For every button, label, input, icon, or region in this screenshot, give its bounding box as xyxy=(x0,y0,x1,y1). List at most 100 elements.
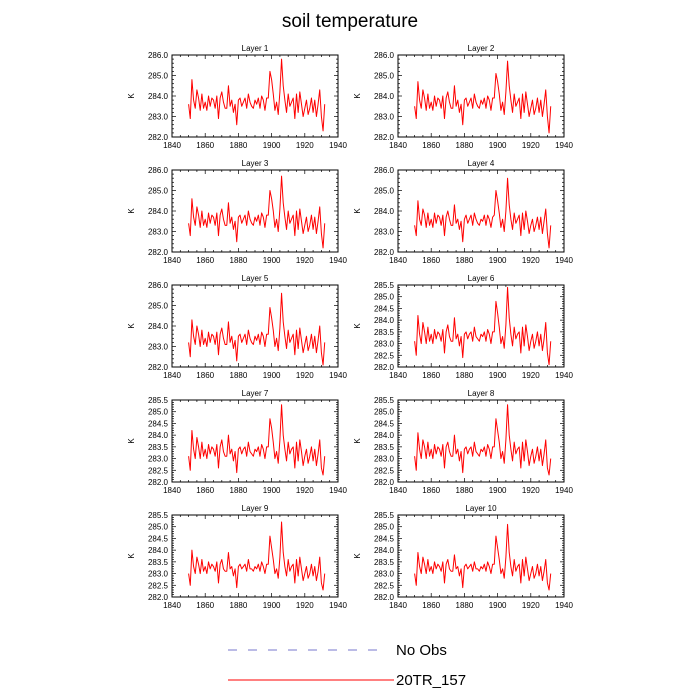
x-tick-label: 1840 xyxy=(389,256,407,265)
x-tick-label: 1940 xyxy=(329,486,347,495)
series-line-20tr-157 xyxy=(414,286,552,366)
chart-panel-9: Layer 9 K 1840 1860 1880 1900 1920 1940 282.0 282… xyxy=(127,504,347,610)
series-line-20tr-157 xyxy=(414,60,552,134)
y-axis-label: K xyxy=(353,208,362,214)
x-tick-label: 1860 xyxy=(196,601,214,610)
x-tick-label: 1900 xyxy=(489,141,507,150)
y-tick-label: 284.0 xyxy=(148,207,169,216)
y-tick-label: 283.0 xyxy=(374,570,395,579)
y-tick-label: 284.0 xyxy=(374,431,395,440)
x-tick-label: 1940 xyxy=(329,371,347,380)
y-tick-label: 283.0 xyxy=(374,113,395,122)
x-tick-label: 1880 xyxy=(230,601,248,610)
x-tick-label: 1840 xyxy=(389,141,407,150)
plot-frame xyxy=(171,54,339,138)
y-tick-label: 283.0 xyxy=(148,343,169,352)
y-tick-label: 285.0 xyxy=(148,408,169,417)
x-tick-label: 1920 xyxy=(296,486,314,495)
x-tick-label: 1860 xyxy=(422,256,440,265)
y-tick-label: 282.5 xyxy=(374,351,395,360)
y-tick-label: 284.5 xyxy=(374,534,395,543)
x-tick-label: 1940 xyxy=(555,371,573,380)
panel-title: Layer 5 xyxy=(242,274,269,283)
x-tick-label: 1880 xyxy=(230,486,248,495)
x-tick-label: 1920 xyxy=(522,256,540,265)
x-tick-label: 1920 xyxy=(522,371,540,380)
chart-panel-4: Layer 4 K 1840 1860 1880 1900 1920 1940 282.0 283… xyxy=(353,159,573,265)
y-tick-label: 283.0 xyxy=(148,228,169,237)
y-tick-label: 282.0 xyxy=(374,133,395,142)
y-tick-label: 282.0 xyxy=(148,593,169,602)
x-tick-label: 1860 xyxy=(196,486,214,495)
x-tick-label: 1860 xyxy=(422,371,440,380)
y-tick-label: 284.5 xyxy=(148,534,169,543)
series-line-20tr-157 xyxy=(188,58,326,132)
chart-panel-3: Layer 3 K 1840 1860 1880 1900 1920 1940 282.0 283… xyxy=(127,159,347,265)
x-tick-label: 1880 xyxy=(456,256,474,265)
y-tick-label: 285.0 xyxy=(374,187,395,196)
chart-panel-6: Layer 6 K 1840 1860 1880 1900 1920 1940 282.0 282… xyxy=(353,274,573,380)
y-tick-label: 284.0 xyxy=(374,316,395,325)
y-tick-label: 282.0 xyxy=(148,363,169,372)
x-tick-label: 1940 xyxy=(555,256,573,265)
y-tick-label: 282.0 xyxy=(148,478,169,487)
x-tick-label: 1860 xyxy=(196,371,214,380)
y-tick-label: 284.0 xyxy=(374,92,395,101)
x-tick-label: 1840 xyxy=(163,601,181,610)
chart-panel-10: Layer 10 K 1840 1860 1880 1900 1920 1940 282.0 28… xyxy=(353,504,573,610)
series-line-20tr-157 xyxy=(414,177,552,249)
x-tick-label: 1900 xyxy=(263,371,281,380)
x-tick-label: 1860 xyxy=(196,141,214,150)
y-axis-label: K xyxy=(353,323,362,329)
y-tick-label: 285.5 xyxy=(148,511,169,520)
x-tick-label: 1840 xyxy=(163,486,181,495)
y-tick-label: 286.0 xyxy=(148,166,169,175)
chart-panel-7: Layer 7 K 1840 1860 1880 1900 1920 1940 282.0 282… xyxy=(127,389,347,495)
y-tick-label: 283.5 xyxy=(374,328,395,337)
y-tick-label: 282.5 xyxy=(374,581,395,590)
y-tick-label: 283.0 xyxy=(148,113,169,122)
y-tick-label: 283.5 xyxy=(148,558,169,567)
x-tick-label: 1840 xyxy=(163,141,181,150)
x-tick-label: 1880 xyxy=(230,141,248,150)
x-tick-label: 1900 xyxy=(263,486,281,495)
y-tick-label: 286.0 xyxy=(148,281,169,290)
series-line-20tr-157 xyxy=(188,404,326,476)
x-tick-label: 1860 xyxy=(422,486,440,495)
x-tick-label: 1860 xyxy=(422,141,440,150)
x-tick-label: 1900 xyxy=(489,486,507,495)
x-tick-label: 1840 xyxy=(389,371,407,380)
panel-title: Layer 2 xyxy=(468,44,495,53)
x-tick-label: 1860 xyxy=(422,601,440,610)
y-tick-label: 284.0 xyxy=(374,207,395,216)
y-tick-label: 286.0 xyxy=(374,166,395,175)
plot-frame xyxy=(397,54,565,138)
y-tick-label: 282.5 xyxy=(374,466,395,475)
panel-title: Layer 7 xyxy=(242,389,269,398)
x-tick-label: 1940 xyxy=(329,141,347,150)
y-axis-label: K xyxy=(127,208,136,214)
x-tick-label: 1900 xyxy=(263,256,281,265)
y-tick-label: 286.0 xyxy=(374,51,395,60)
y-tick-label: 282.0 xyxy=(374,593,395,602)
y-tick-label: 282.0 xyxy=(374,478,395,487)
x-tick-label: 1940 xyxy=(555,141,573,150)
y-tick-label: 285.0 xyxy=(374,523,395,532)
y-tick-label: 283.0 xyxy=(374,455,395,464)
y-tick-label: 284.5 xyxy=(374,304,395,313)
x-tick-label: 1900 xyxy=(263,601,281,610)
y-tick-label: 285.0 xyxy=(374,408,395,417)
y-tick-label: 285.0 xyxy=(148,72,169,81)
x-tick-label: 1900 xyxy=(489,601,507,610)
x-tick-label: 1920 xyxy=(522,141,540,150)
plot-frame xyxy=(171,514,339,598)
x-tick-label: 1880 xyxy=(456,141,474,150)
y-tick-label: 283.0 xyxy=(374,228,395,237)
y-tick-label: 284.0 xyxy=(148,92,169,101)
x-tick-label: 1900 xyxy=(489,256,507,265)
y-tick-label: 285.5 xyxy=(374,511,395,520)
y-tick-label: 284.0 xyxy=(148,546,169,555)
y-tick-label: 282.5 xyxy=(148,581,169,590)
x-tick-label: 1880 xyxy=(230,371,248,380)
